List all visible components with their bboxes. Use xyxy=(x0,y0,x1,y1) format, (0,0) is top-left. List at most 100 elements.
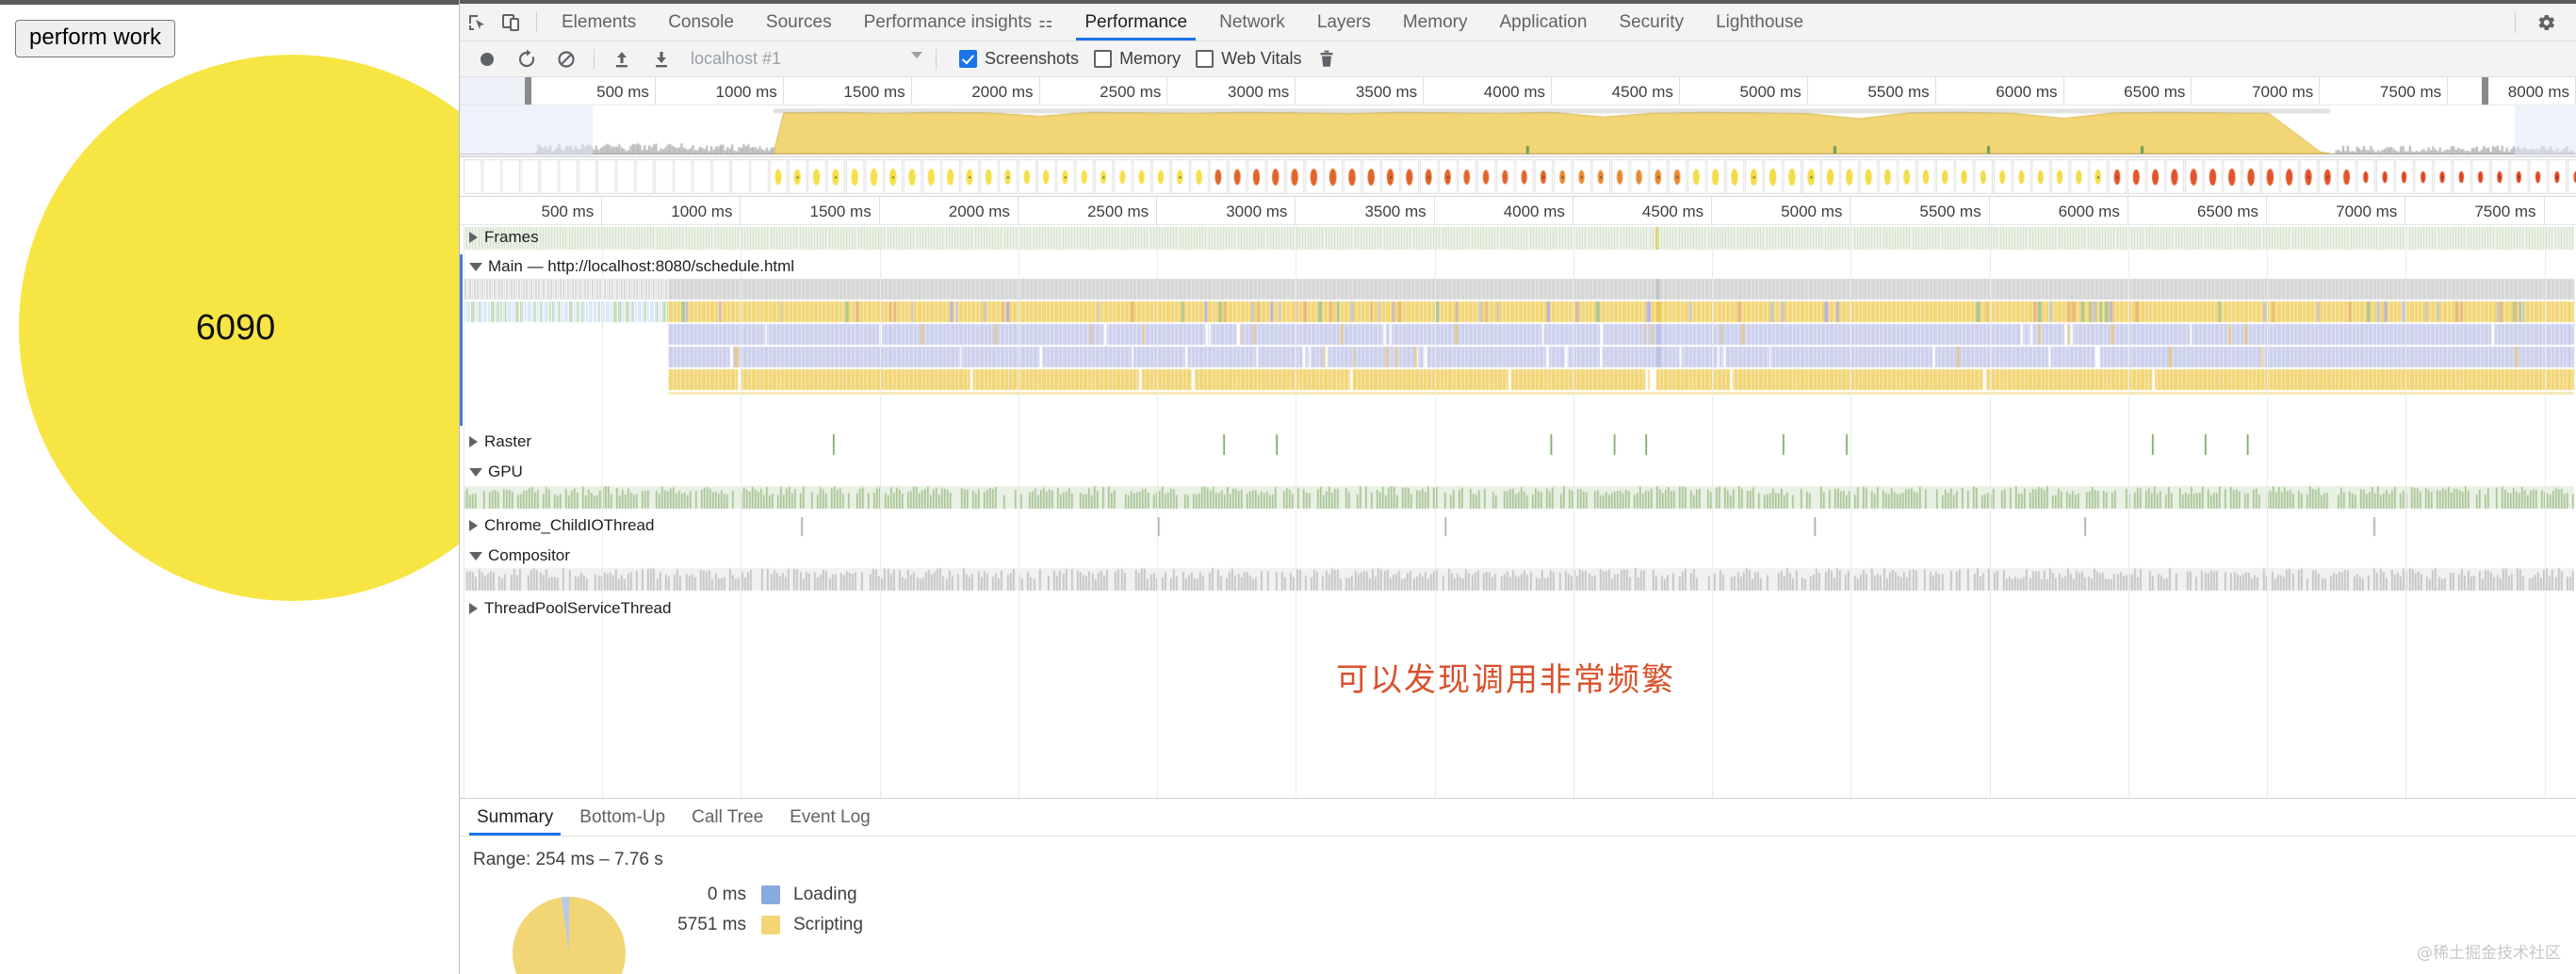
device-toolbar-icon[interactable] xyxy=(494,4,528,41)
timeline-tick-label: 3500 ms xyxy=(1364,203,1427,220)
overview-ruler[interactable]: 500 ms 1000 ms 1500 ms 2000 ms 2500 ms 3000 m… xyxy=(460,77,2576,106)
overview-tick: 6500 ms xyxy=(2064,77,2193,105)
checkbox-screenshots[interactable]: Screenshots xyxy=(959,49,1079,69)
tab-elements[interactable]: Elements xyxy=(546,4,652,41)
overview-tick: 8000 ms xyxy=(2448,77,2576,105)
tab-lighthouse[interactable]: Lighthouse xyxy=(1700,4,1819,41)
timeline-tick: 2500 ms xyxy=(1019,197,1158,224)
checkbox-icon[interactable] xyxy=(1196,50,1215,68)
tab-summary[interactable]: Summary xyxy=(464,799,566,836)
gear-icon[interactable] xyxy=(2529,11,2563,34)
tab-memory[interactable]: Memory xyxy=(1387,4,1484,41)
overview-tick-label: 3500 ms xyxy=(1355,83,1418,101)
tab-network[interactable]: Network xyxy=(1203,4,1301,41)
settings-divider xyxy=(2515,11,2516,33)
tab-event-log[interactable]: Event Log xyxy=(776,799,884,836)
overview-tick-label: 7500 ms xyxy=(2379,83,2442,101)
chevron-down-icon xyxy=(469,262,482,271)
overview-tick: 500 ms xyxy=(528,77,656,105)
track-header-frames[interactable]: Frames xyxy=(460,225,539,250)
track-header-threadpoolservicethread[interactable]: ThreadPoolServiceThread xyxy=(460,596,671,621)
tab-application[interactable]: Application xyxy=(1483,4,1603,41)
filmstrip-thumbnails xyxy=(460,157,2576,196)
yellow-progress-circle: 6090 xyxy=(19,55,459,601)
tab-label: Console xyxy=(668,11,734,32)
chevron-right-icon xyxy=(469,232,478,243)
timeline-tick: 5000 ms xyxy=(1712,197,1851,224)
checkbox-icon[interactable] xyxy=(1094,50,1113,68)
tab-label: Lighthouse xyxy=(1716,11,1804,32)
timeline-tick: 2000 ms xyxy=(880,197,1019,224)
overview-tick: 1000 ms xyxy=(656,77,784,105)
reload-and-record-button[interactable] xyxy=(507,41,546,77)
tab-sources[interactable]: Sources xyxy=(750,4,848,41)
overview-tick-label: 5000 ms xyxy=(1739,83,1802,101)
tab-label: Elements xyxy=(562,11,637,32)
overview-dim-left xyxy=(460,106,594,156)
overview-tick-label: 5500 ms xyxy=(1867,83,1930,101)
timeline-tick-label: 500 ms xyxy=(541,203,595,220)
screenshot-filmstrip[interactable] xyxy=(460,157,2576,197)
delete-recording-button[interactable] xyxy=(1316,49,1337,70)
save-profile-button[interactable] xyxy=(642,41,681,77)
overview-scrub-handle-right[interactable] xyxy=(2482,77,2488,105)
timeline-tick-label: 6500 ms xyxy=(2196,203,2259,220)
overview-scrub-handle-left[interactable] xyxy=(525,77,531,105)
chevron-right-icon xyxy=(469,520,478,531)
track-label: ThreadPoolServiceThread xyxy=(484,599,672,617)
timeline-ruler[interactable]: 500 ms 1000 ms 1500 ms 2000 ms 2500 ms 3000 m… xyxy=(460,197,2576,225)
watermark: @稀土掘金技术社区 xyxy=(2417,944,2561,963)
timeline-tick: 1500 ms xyxy=(741,197,880,224)
browser-chrome-strip xyxy=(0,0,459,5)
clear-recording-button[interactable] xyxy=(546,41,586,77)
chevron-down-icon xyxy=(911,51,922,58)
toolbar-divider xyxy=(594,48,595,70)
tab-bottom-up[interactable]: Bottom-Up xyxy=(566,799,678,836)
overview-tick: 7000 ms xyxy=(2192,77,2321,105)
devtools-panel: Elements Console Sources Performance ins… xyxy=(460,0,2576,974)
inspect-element-icon[interactable] xyxy=(460,4,494,41)
flame-chart-canvas[interactable] xyxy=(460,225,2576,798)
tab-label: Summary xyxy=(477,806,554,827)
overview-tick: 3000 ms xyxy=(1167,77,1296,105)
session-select[interactable]: localhost #1 xyxy=(691,48,928,71)
timeline-tick-label: 5000 ms xyxy=(1781,203,1843,220)
overview-tick-label: 2000 ms xyxy=(971,83,1034,101)
tab-label: Memory xyxy=(1402,11,1468,32)
tab-label: Network xyxy=(1219,11,1285,32)
tab-security[interactable]: Security xyxy=(1603,4,1700,41)
checkbox-web-vitals[interactable]: Web Vitals xyxy=(1196,49,1301,69)
timeline-tick: 3000 ms xyxy=(1157,197,1296,224)
checkbox-memory[interactable]: Memory xyxy=(1094,49,1181,69)
checkbox-label: Web Vitals xyxy=(1221,49,1302,68)
legend-row: 5751 ms Scripting xyxy=(667,910,863,940)
overview-tick: 2500 ms xyxy=(1040,77,1168,105)
checkbox-icon[interactable] xyxy=(959,50,977,68)
track-header-raster[interactable]: Raster xyxy=(460,430,531,454)
timeline-tick-label: 4500 ms xyxy=(1641,203,1704,220)
track-header-gpu[interactable]: GPU xyxy=(460,460,523,484)
legend-label: Scripting xyxy=(793,915,863,934)
tab-label: Layers xyxy=(1316,11,1371,32)
tab-call-tree[interactable]: Call Tree xyxy=(678,799,776,836)
track-header-compositor[interactable]: Compositor xyxy=(460,544,570,568)
activity-donut-chart xyxy=(513,897,626,974)
tab-performance-insights[interactable]: Performance insights ⚏ xyxy=(848,4,1069,41)
timeline-tick: 6000 ms xyxy=(1990,197,2128,224)
timeline-tick: 5500 ms xyxy=(1850,197,1990,224)
legend-label: Loading xyxy=(793,885,857,904)
tab-performance[interactable]: Performance xyxy=(1068,4,1203,41)
cpu-overview-chart[interactable] xyxy=(460,106,2576,157)
summary-legend: 0 ms Loading 5751 ms Scripting xyxy=(667,880,863,974)
tab-layers[interactable]: Layers xyxy=(1301,4,1387,41)
legend-value: 5751 ms xyxy=(677,915,746,934)
overview-tick-label: 4500 ms xyxy=(1611,83,1673,101)
tab-console[interactable]: Console xyxy=(652,4,750,41)
load-profile-button[interactable] xyxy=(602,41,642,77)
track-header-chrome-childiothread[interactable]: Chrome_ChildIOThread xyxy=(460,513,654,538)
record-button[interactable] xyxy=(467,41,507,77)
perform-work-button[interactable]: perform work xyxy=(15,20,176,57)
track-header-main[interactable]: Main — http://localhost:8080/schedule.ht… xyxy=(460,254,794,279)
timeline-tick-label: 1000 ms xyxy=(671,203,733,220)
